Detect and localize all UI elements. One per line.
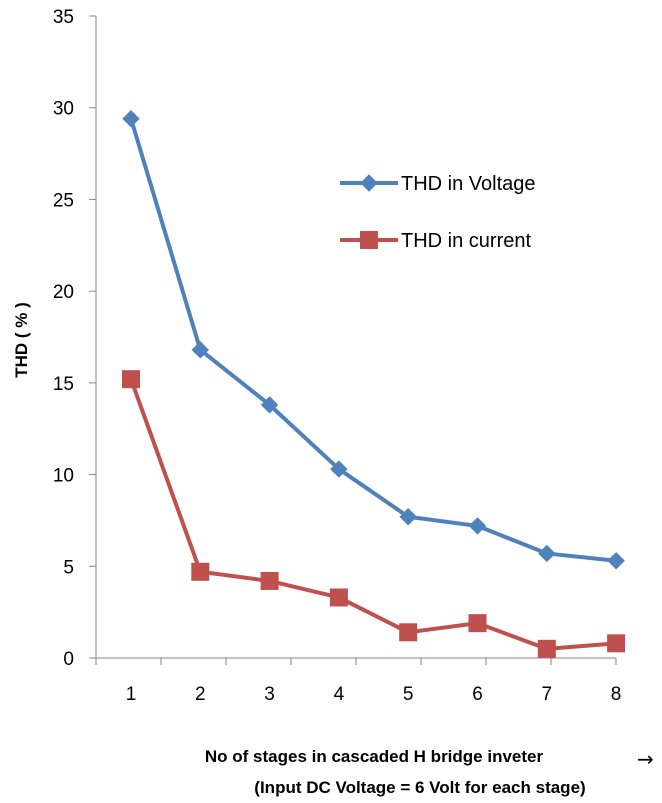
data-point-marker: [330, 460, 348, 478]
x-axis-title: No of stages in cascaded H bridge invete…: [205, 747, 544, 766]
legend: THD in Voltage THD in current: [340, 173, 536, 252]
series-thd-voltage: [122, 110, 625, 570]
x-tick-label: 6: [472, 684, 483, 705]
data-point-marker: [260, 571, 279, 590]
legend-item: THD in current: [340, 230, 531, 252]
y-tick-label: 35: [53, 7, 74, 28]
data-point-marker: [329, 588, 348, 607]
data-point-marker: [122, 370, 140, 389]
data-point-marker: [537, 639, 556, 658]
x-axis-arrow: →: [637, 747, 654, 771]
y-tick-label: 0: [63, 649, 74, 670]
data-point-marker: [607, 552, 625, 570]
data-point-marker: [191, 341, 210, 359]
data-point-marker: [399, 508, 417, 526]
x-tick-label: 7: [542, 684, 553, 705]
series-line: [129, 118, 617, 563]
x-tick-label: 8: [611, 684, 622, 705]
data-point-marker: [468, 614, 487, 633]
y-tick-label: 15: [53, 374, 74, 395]
y-tick-label: 20: [53, 282, 74, 303]
legend-marker: [360, 174, 378, 192]
x-tick-label: 2: [195, 684, 206, 705]
series-layer: [122, 110, 626, 658]
data-point-marker: [260, 396, 279, 414]
series-thd-current: [122, 370, 626, 658]
x-axis: 1 2 3 4 5 6 7 8: [95, 657, 622, 705]
y-tick-label: 5: [63, 557, 74, 578]
x-tick-label: 5: [403, 684, 414, 705]
data-point-marker: [122, 110, 140, 128]
y-tick-label: 25: [53, 190, 74, 211]
series-line: [129, 378, 617, 651]
data-point-marker: [191, 562, 210, 581]
x-tick-label: 1: [126, 684, 137, 705]
x-axis-title-line2: (Input DC Voltage = 6 Volt for each stag…: [254, 778, 585, 797]
data-point-marker: [468, 517, 487, 535]
legend-label: THD in current: [401, 230, 531, 252]
data-point-marker: [538, 544, 556, 563]
legend-item: THD in Voltage: [340, 173, 536, 195]
legend-marker: [360, 231, 378, 249]
x-tick-label: 4: [334, 684, 345, 705]
x-tick-label: 3: [264, 684, 275, 705]
data-point-marker: [607, 634, 626, 653]
y-tick-label: 10: [53, 466, 74, 487]
y-axis-title: THD ( % ): [12, 302, 31, 378]
y-axis: 0 5 10 15 20 25 30 35: [53, 7, 97, 670]
data-point-marker: [399, 623, 418, 642]
legend-label: THD in Voltage: [401, 173, 536, 195]
y-tick-label: 30: [53, 99, 74, 120]
